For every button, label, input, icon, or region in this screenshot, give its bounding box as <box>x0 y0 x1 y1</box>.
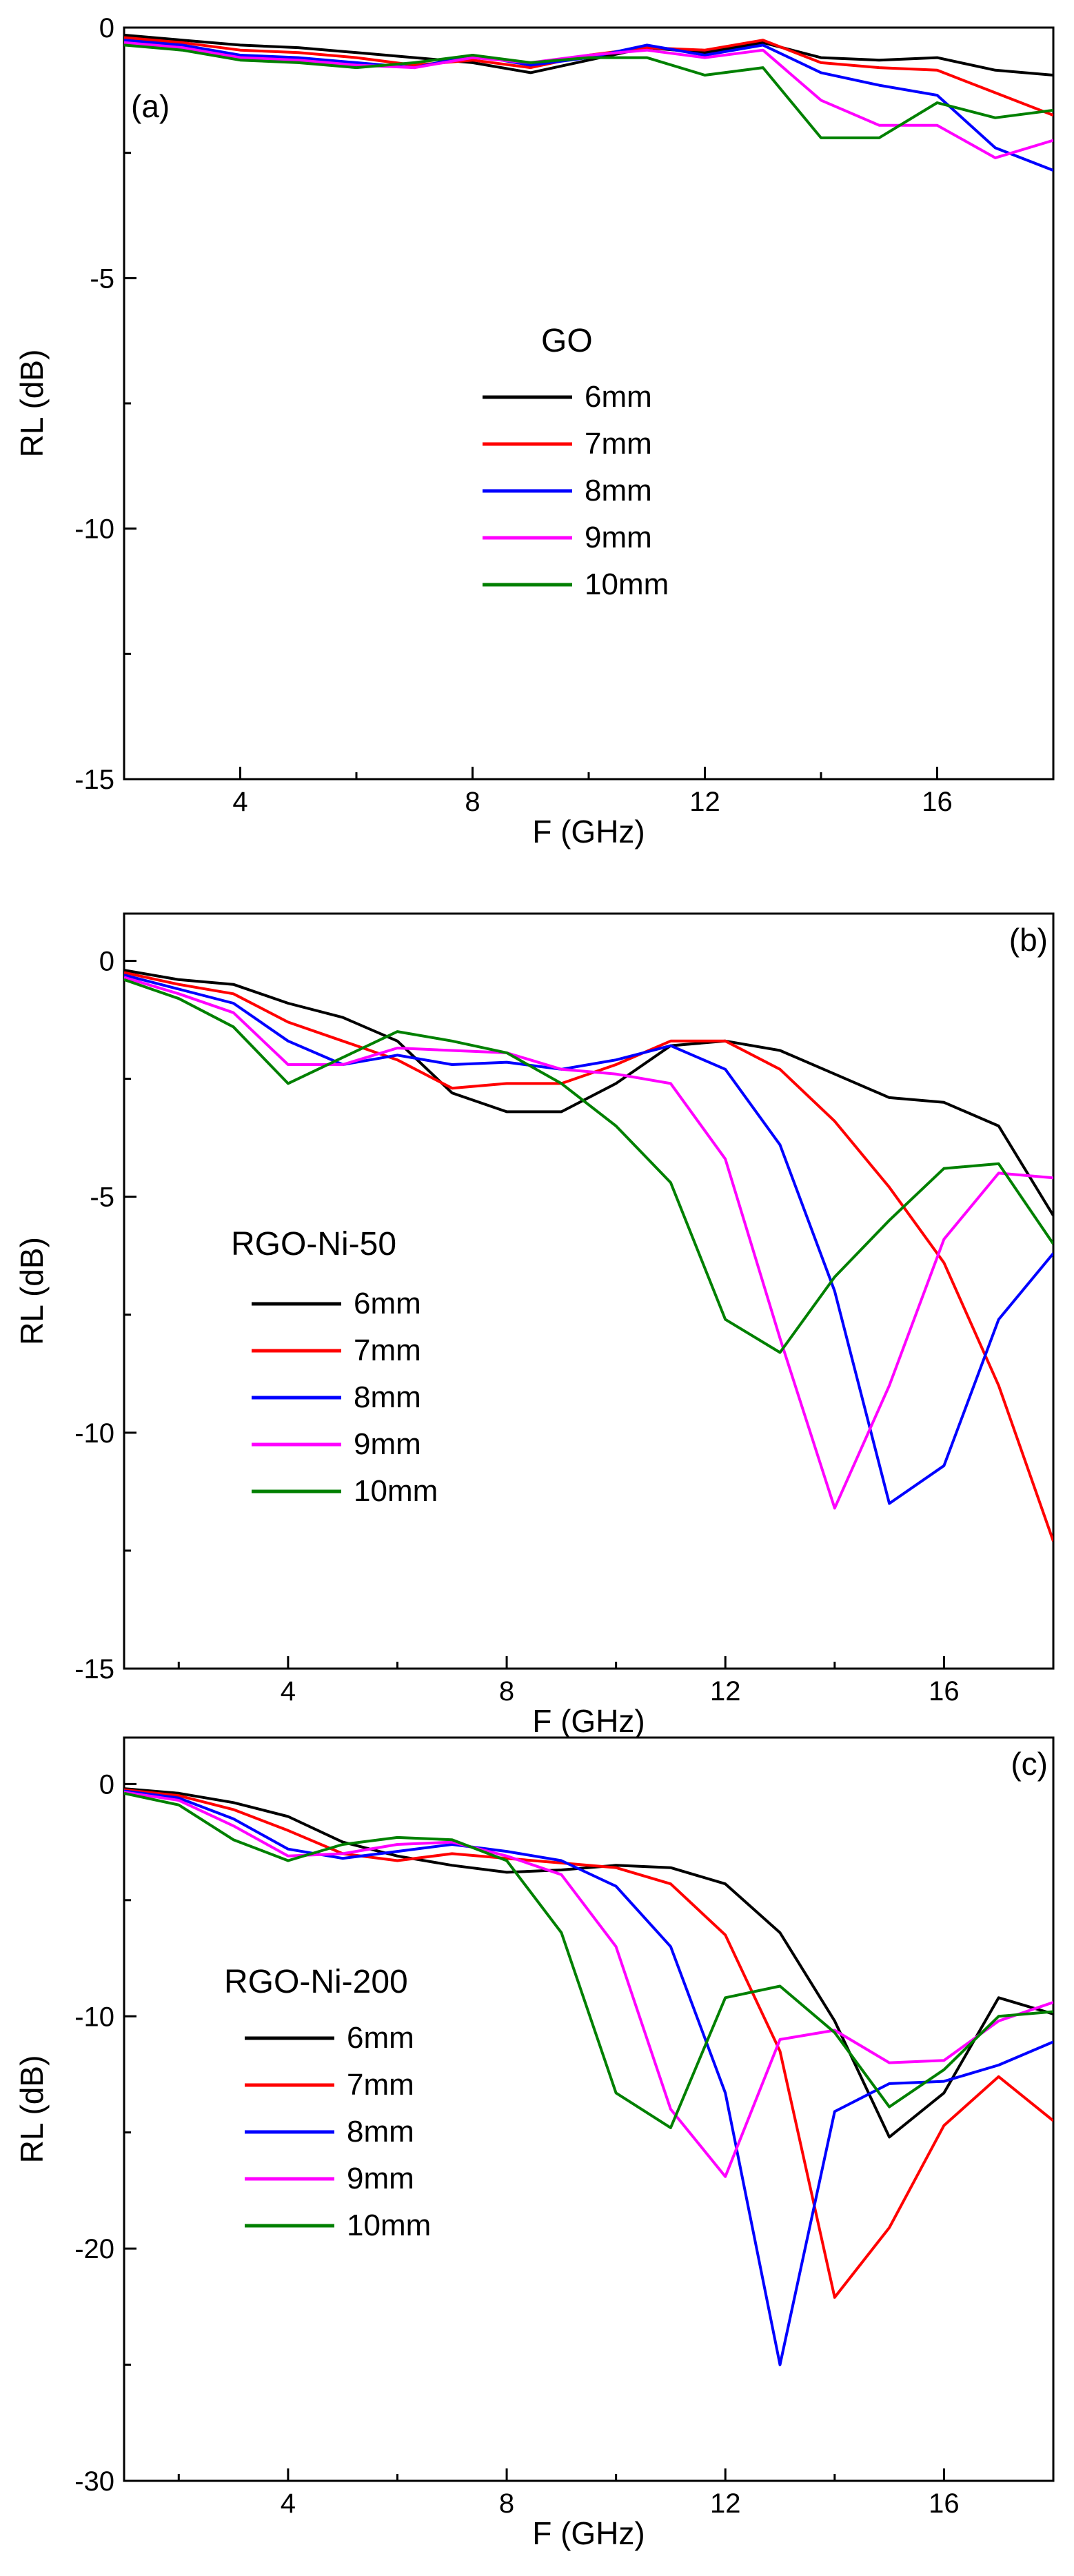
y-axis-label: RL (dB) <box>14 350 50 458</box>
y-tick-label: -20 <box>74 2234 114 2264</box>
x-tick-label: 8 <box>499 2488 514 2519</box>
y-tick-label: -5 <box>90 1183 114 1213</box>
series-line-7mm <box>124 971 1053 1542</box>
y-tick-label: -30 <box>74 2466 114 2497</box>
legend-entry: 10mm <box>347 2208 431 2242</box>
series-line-7mm <box>124 36 1053 117</box>
y-tick-label: -10 <box>74 514 114 545</box>
x-tick-label: 4 <box>281 1676 296 1707</box>
legend-entry: 6mm <box>347 2021 414 2055</box>
legend-entry: 10mm <box>585 567 669 601</box>
y-axis-label: RL (dB) <box>14 2055 50 2164</box>
legend-entry: 7mm <box>347 2068 414 2102</box>
legend-entry: 6mm <box>354 1287 421 1320</box>
x-tick-label: 8 <box>465 787 480 817</box>
x-axis-label: F (GHz) <box>532 814 645 849</box>
chart-panel-3: 4 8 12 16 0 -10 -20 -30 F (GHz) RL (dB) (c) RGO-Ni-… <box>14 1736 1055 2551</box>
legend-entry: 7mm <box>354 1334 421 1367</box>
series-line-6mm <box>124 33 1053 77</box>
legend: GO 6mm 7mm 8mm 9mm 10mm <box>483 323 669 601</box>
legend-entry: 7mm <box>585 427 652 461</box>
series-line-10mm <box>124 1791 1053 2129</box>
x-tick-label: 12 <box>710 2488 741 2519</box>
series-line-10mm <box>124 978 1053 1354</box>
legend: RGO-Ni-50 6mm 7mm 8mm 9mm 10mm <box>231 1226 438 1508</box>
y-tick-label: 0 <box>99 946 114 976</box>
x-tick-label: 12 <box>710 1676 741 1707</box>
plot-frame <box>123 1736 1055 2482</box>
series-line-6mm <box>124 1787 1053 2139</box>
x-tick-label: 16 <box>929 1676 960 1707</box>
series-line-8mm <box>124 1789 1053 2366</box>
y-tick-label: -15 <box>74 765 114 795</box>
legend-title: RGO-Ni-200 <box>224 1964 408 2000</box>
chart-panel-2: 4 8 12 16 0 -5 -10 -15 F (GHz) RL (dB) (b) RGO-Ni-5… <box>14 912 1055 1739</box>
legend-entry: 10mm <box>354 1474 438 1508</box>
y-tick-label: -5 <box>90 263 114 294</box>
y-tick-label: -10 <box>74 1418 114 1449</box>
x-axis-label: F (GHz) <box>532 1703 645 1739</box>
y-tick-label: 0 <box>99 1769 114 1800</box>
legend-entry: 9mm <box>354 1427 421 1461</box>
y-axis-label: RL (dB) <box>14 1237 50 1345</box>
legend-title: RGO-Ni-50 <box>231 1226 396 1262</box>
y-tick-label: 0 <box>99 13 114 43</box>
x-axis-label: F (GHz) <box>532 2515 645 2551</box>
series-line-8mm <box>124 974 1053 1505</box>
x-tick-label: 8 <box>499 1676 514 1707</box>
panel-label: (c) <box>1011 1746 1048 1782</box>
legend-entry: 9mm <box>347 2162 414 2195</box>
x-tick-label: 12 <box>689 787 720 817</box>
panel-label: (b) <box>1009 922 1048 958</box>
panel-label: (a) <box>131 88 170 124</box>
legend-entry: 6mm <box>585 380 652 414</box>
series-line-6mm <box>124 969 1053 1217</box>
y-tick-label: -15 <box>74 1654 114 1684</box>
x-tick-label: 16 <box>929 2488 960 2519</box>
plot-frame <box>123 912 1055 1670</box>
legend-entry: 8mm <box>354 1380 421 1414</box>
series-line-9mm <box>124 1791 1053 2178</box>
legend-entry: 8mm <box>347 2115 414 2149</box>
legend-entry: 9mm <box>585 521 652 554</box>
series-line-9mm <box>124 976 1053 1510</box>
series-line-10mm <box>124 43 1053 139</box>
x-tick-label: 16 <box>922 787 953 817</box>
series-line-7mm <box>124 1788 1053 2299</box>
x-tick-label: 4 <box>281 2488 296 2519</box>
x-tick-label: 4 <box>232 787 247 817</box>
legend-entry: 8mm <box>585 474 652 507</box>
legend-title: GO <box>541 323 593 359</box>
chart-panel-1: 4 8 12 16 0 -5 -10 -15 F (GHz) RL (dB) (a) GO 6mm 7mm… <box>14 13 1055 849</box>
y-tick-label: -10 <box>74 2002 114 2032</box>
legend: RGO-Ni-200 6mm 7mm 8mm 9mm 10mm <box>224 1964 431 2242</box>
